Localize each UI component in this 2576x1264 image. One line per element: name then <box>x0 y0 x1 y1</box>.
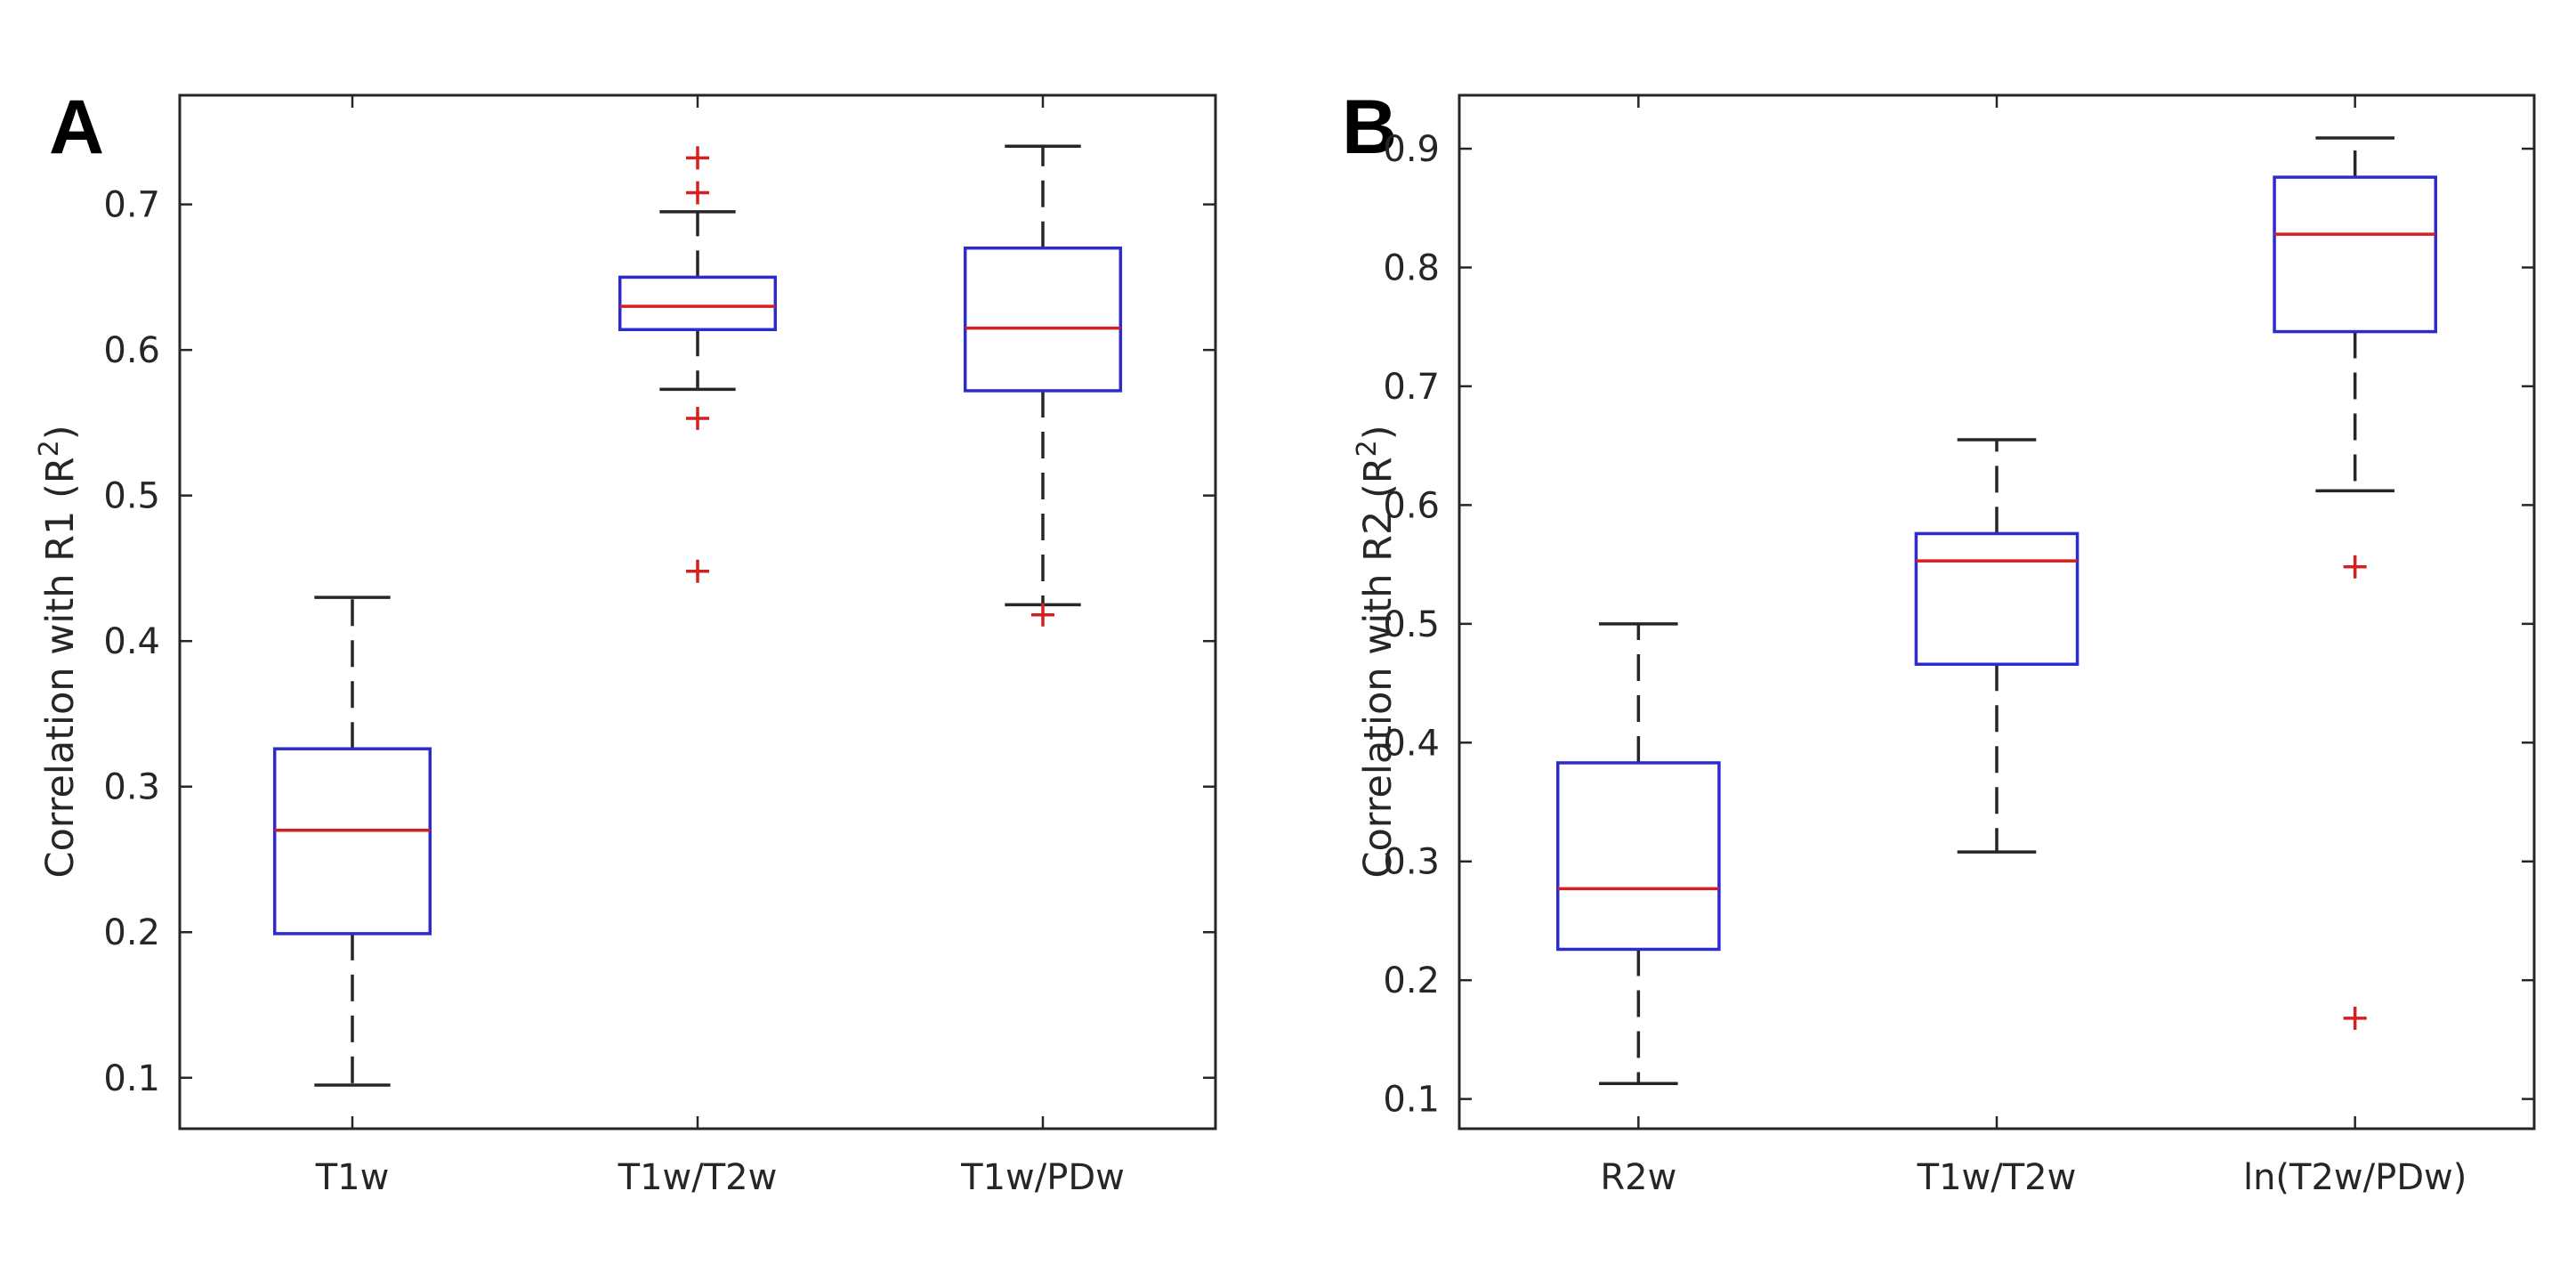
panel-b-category-label: T1w/T2w <box>1917 1157 2077 1198</box>
panel-b-box <box>2273 175 2438 334</box>
panel-b-box <box>1914 531 2079 666</box>
panel-a-ylabel: Correlation with R1 (R2) <box>34 425 83 878</box>
panel-a-letter: A <box>49 85 104 170</box>
panel-b-ytick-label: 0.5 <box>1383 604 1440 645</box>
panel-a-outlier-marker <box>1031 603 1054 627</box>
panel-b-category-label: R2w <box>1600 1157 1676 1198</box>
panel-a-ytick-label: 0.5 <box>103 476 160 517</box>
panel-a-box <box>963 246 1123 393</box>
panel-a-ytick-label: 0.6 <box>103 330 160 371</box>
panel-b-ytick-label: 0.2 <box>1383 960 1440 1001</box>
panel-a-outlier-marker <box>686 559 709 583</box>
panel-a-category-label: T1w/PDw <box>960 1157 1125 1198</box>
panel-b-ytick-label: 0.8 <box>1383 248 1440 289</box>
panel-a-outlier-marker <box>686 146 709 170</box>
panel-a-box <box>272 747 432 936</box>
panel-b-axes-frame <box>1458 93 2536 1130</box>
panel-a-ytick-label: 0.2 <box>103 912 160 953</box>
panel-b-ytick-label: 0.9 <box>1383 129 1440 170</box>
panel-a-ytick-label: 0.7 <box>103 185 160 226</box>
panel-a-category-label: T1w/T2w <box>618 1157 778 1198</box>
panel-b: B 0.1 0.2 0.3 0.4 0.5 0.6 0.7 0.8 0.9 R2w T1w/T2w l… <box>1342 85 2536 1198</box>
panel-b-outlier-marker <box>2343 1006 2367 1030</box>
panel-b-ytick-label: 0.4 <box>1383 723 1440 764</box>
panel-b-box <box>1555 761 1721 952</box>
panel-a-outlier-marker <box>686 407 709 431</box>
panel-a-category-label: T1w <box>315 1157 390 1198</box>
panel-b-ytick-label: 0.7 <box>1383 367 1440 408</box>
panel-a-ytick-label: 0.4 <box>103 621 160 662</box>
panel-b-ytick-label: 0.1 <box>1383 1080 1440 1121</box>
panel-a-outlier-marker <box>686 181 709 205</box>
panel-b-category-label: ln(T2w/PDw) <box>2243 1157 2467 1198</box>
panel-b-outlier-marker <box>2343 555 2367 579</box>
panel-b-ylabel: Correlation with R2 (R2) <box>1352 425 1401 878</box>
panel-b-ytick-label: 0.6 <box>1383 485 1440 526</box>
panel-a-plot-area: 0.1 0.2 0.3 0.4 0.5 0.6 0.7 T1w T1w/T2w T1w/PDw <box>103 93 1217 1198</box>
panel-a-ytick-label: 0.3 <box>103 767 160 808</box>
panel-a-axes-frame <box>178 93 1217 1130</box>
panel-a: A 0.1 0.2 0.3 0.4 0.5 0.6 0.7 T1w T1w/T2w T1w/PDw… <box>34 85 1217 1198</box>
panel-a-box <box>618 275 778 332</box>
panel-a-ytick-label: 0.1 <box>103 1058 160 1099</box>
panel-b-ytick-label: 0.3 <box>1383 842 1440 883</box>
panel-b-plot-area: 0.1 0.2 0.3 0.4 0.5 0.6 0.7 0.8 0.9 R2w T1w/T2w ln(… <box>1383 93 2536 1198</box>
panel-b-letter: B <box>1342 85 1397 170</box>
